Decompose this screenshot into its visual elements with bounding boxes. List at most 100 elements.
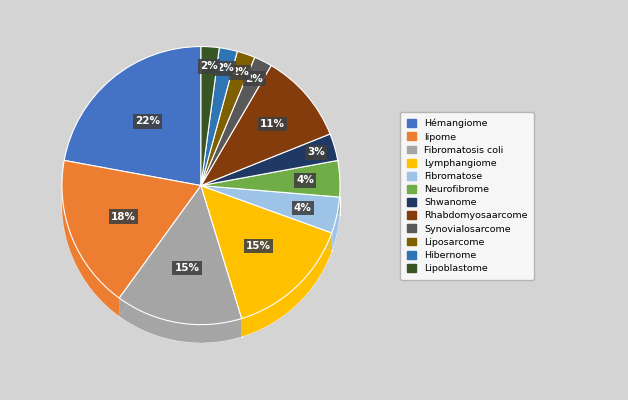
- Polygon shape: [71, 235, 72, 255]
- Polygon shape: [249, 315, 251, 334]
- Polygon shape: [317, 260, 318, 280]
- Polygon shape: [222, 323, 224, 341]
- Polygon shape: [108, 289, 109, 308]
- Polygon shape: [326, 245, 327, 265]
- Polygon shape: [207, 324, 208, 342]
- Polygon shape: [303, 278, 305, 298]
- Polygon shape: [277, 301, 279, 320]
- Polygon shape: [269, 306, 271, 325]
- Polygon shape: [332, 229, 333, 249]
- Wedge shape: [201, 70, 255, 204]
- Polygon shape: [279, 300, 280, 319]
- Polygon shape: [263, 309, 266, 328]
- Wedge shape: [201, 186, 332, 318]
- Polygon shape: [237, 319, 239, 338]
- Polygon shape: [217, 323, 220, 342]
- Polygon shape: [308, 273, 309, 293]
- Polygon shape: [320, 255, 322, 275]
- Polygon shape: [83, 258, 84, 278]
- Polygon shape: [245, 317, 247, 336]
- Polygon shape: [123, 301, 125, 320]
- Polygon shape: [311, 270, 312, 289]
- Polygon shape: [224, 322, 226, 341]
- Polygon shape: [187, 324, 189, 342]
- Polygon shape: [153, 316, 154, 335]
- Wedge shape: [62, 178, 201, 316]
- Wedge shape: [201, 57, 271, 186]
- Polygon shape: [312, 268, 313, 288]
- Polygon shape: [80, 255, 82, 275]
- Polygon shape: [257, 312, 259, 331]
- Polygon shape: [72, 237, 73, 257]
- Text: 2%: 2%: [215, 63, 234, 73]
- Polygon shape: [69, 229, 70, 249]
- Polygon shape: [213, 324, 215, 342]
- Wedge shape: [62, 160, 201, 298]
- Polygon shape: [254, 314, 256, 332]
- Polygon shape: [146, 314, 148, 332]
- Polygon shape: [91, 271, 93, 291]
- Polygon shape: [111, 292, 113, 311]
- Polygon shape: [174, 322, 176, 340]
- Polygon shape: [171, 322, 174, 340]
- Polygon shape: [273, 303, 275, 322]
- Polygon shape: [323, 249, 325, 269]
- Polygon shape: [99, 280, 100, 299]
- Wedge shape: [201, 66, 330, 186]
- Polygon shape: [78, 251, 79, 271]
- Wedge shape: [201, 204, 340, 251]
- Text: 2%: 2%: [246, 74, 263, 84]
- Polygon shape: [318, 258, 319, 278]
- Text: 15%: 15%: [175, 263, 200, 273]
- Polygon shape: [282, 297, 284, 316]
- Polygon shape: [185, 324, 187, 342]
- Polygon shape: [167, 320, 170, 339]
- Polygon shape: [163, 319, 165, 338]
- Wedge shape: [201, 64, 219, 204]
- Polygon shape: [334, 224, 335, 245]
- Polygon shape: [118, 297, 120, 316]
- Polygon shape: [125, 302, 127, 322]
- Polygon shape: [280, 298, 282, 318]
- Polygon shape: [157, 318, 159, 336]
- Polygon shape: [97, 278, 99, 298]
- Polygon shape: [241, 318, 243, 337]
- Polygon shape: [200, 325, 202, 343]
- Polygon shape: [239, 319, 241, 338]
- Polygon shape: [103, 284, 105, 304]
- Polygon shape: [114, 294, 116, 314]
- Polygon shape: [208, 324, 211, 342]
- Polygon shape: [131, 306, 133, 325]
- Polygon shape: [113, 293, 114, 312]
- Polygon shape: [331, 233, 332, 253]
- Polygon shape: [284, 296, 286, 315]
- Polygon shape: [159, 318, 161, 337]
- Polygon shape: [294, 287, 296, 307]
- Polygon shape: [251, 314, 254, 333]
- Polygon shape: [129, 304, 131, 324]
- Wedge shape: [201, 51, 255, 186]
- Polygon shape: [161, 319, 163, 338]
- Polygon shape: [178, 323, 180, 341]
- Polygon shape: [306, 274, 308, 294]
- Polygon shape: [127, 303, 129, 322]
- Polygon shape: [215, 324, 217, 342]
- Text: 2%: 2%: [231, 68, 249, 78]
- Wedge shape: [201, 204, 332, 336]
- Text: 3%: 3%: [307, 147, 325, 157]
- Text: 4%: 4%: [296, 175, 314, 185]
- Polygon shape: [70, 233, 71, 253]
- Polygon shape: [198, 324, 200, 343]
- Wedge shape: [119, 186, 242, 325]
- Polygon shape: [302, 280, 303, 299]
- Polygon shape: [204, 324, 207, 343]
- Wedge shape: [201, 75, 271, 204]
- Polygon shape: [68, 227, 69, 247]
- Polygon shape: [256, 313, 257, 332]
- Polygon shape: [305, 276, 306, 296]
- Polygon shape: [259, 311, 261, 330]
- Polygon shape: [73, 241, 74, 261]
- Polygon shape: [275, 302, 277, 322]
- Polygon shape: [154, 317, 157, 336]
- Legend: Hémangiome, lipome, Fibromatosis coli, Lymphangiome, Fibromatose, Neurofibrome, : Hémangiome, lipome, Fibromatosis coli, L…: [401, 112, 534, 280]
